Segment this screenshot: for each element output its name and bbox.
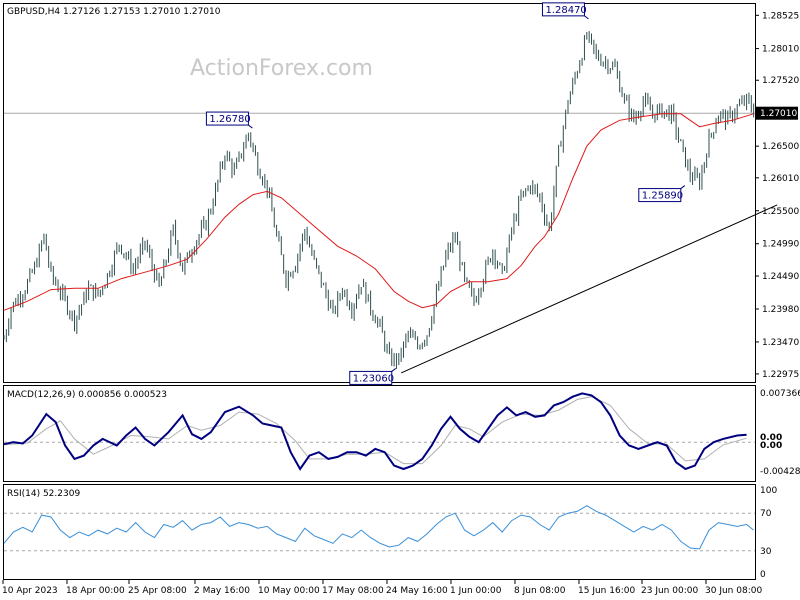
current-price-tag-bg	[756, 106, 798, 120]
rsi-axis: 100 70 30 0	[760, 486, 777, 580]
price-tick-label: 1.28525	[762, 11, 799, 21]
annotation-label: 1.23060	[353, 373, 394, 384]
annotation-box	[541, 2, 585, 17]
rsi-tick-label: 0	[760, 570, 766, 580]
time-tick-label: 10 May 00:00	[258, 586, 320, 596]
rsi-panel-frame	[3, 484, 756, 580]
macd-panel-frame	[3, 385, 756, 482]
annotation-leader	[391, 368, 397, 372]
macd-tick-label: 0.00	[760, 433, 782, 443]
time-tick-label: 30 Jun 08:00	[705, 586, 762, 596]
price-tick-label: 1.28010	[762, 45, 799, 55]
rsi-title: RSI(14) 52.2309	[7, 489, 80, 499]
annotation-label: 1.26780	[209, 114, 250, 125]
time-tick-label: 15 Jun 16:00	[578, 586, 635, 596]
annotation-leader	[584, 15, 589, 20]
price-tick-label: 1.25500	[762, 207, 799, 217]
time-tick-label: 24 May 16:00	[386, 586, 448, 596]
time-tick-label: 25 Apr 08:00	[128, 586, 187, 596]
moving-average-line	[3, 113, 754, 311]
macd-tick-label: 0.007366	[760, 389, 800, 399]
price-tick-label: 1.27520	[762, 76, 799, 86]
annotation-label: 1.28470	[545, 5, 586, 16]
candles-group	[3, 31, 755, 369]
price-tick-label: 1.23470	[762, 338, 799, 348]
price-tick-label: 1.26010	[762, 174, 799, 184]
annotation-1.26780: 1.26780	[205, 111, 253, 129]
macd-tick-label: -0.004286	[760, 467, 800, 477]
macd-title: MACD(12,26,9) 0.000856 0.000523	[7, 390, 167, 400]
rsi-plot	[3, 505, 755, 552]
price-tick-label: 1.26500	[762, 142, 799, 152]
macd-axis: 0.007366 0.000.00 -0.004286	[760, 389, 800, 477]
time-axis: 10 Apr 2023 18 Apr 00:00 25 Apr 08:00 2 May…	[2, 580, 762, 596]
rsi-line	[3, 505, 754, 550]
price-tick-label: 1.23980	[762, 305, 799, 315]
time-tick-label: 10 Apr 2023	[2, 586, 58, 596]
price-axis: 1.28525 1.28010 1.27520 1.26500 1.26010 1.255…	[755, 11, 799, 380]
annotation-1.28470: 1.28470	[541, 2, 589, 20]
macd-tick-label: 0.00	[760, 441, 782, 451]
time-tick-label: 1 Jun 00:00	[450, 586, 502, 596]
annotation-1.23060: 1.23060	[349, 368, 397, 385]
rsi-tick-label: 30	[760, 547, 772, 557]
macd-plot	[3, 392, 755, 471]
macd-main-line	[3, 392, 747, 471]
annotation-box	[349, 370, 393, 385]
time-tick-label: 23 Jun 00:00	[641, 586, 698, 596]
time-tick-label: 8 Jun 08:00	[514, 586, 566, 596]
time-tick-label: 2 May 16:00	[194, 586, 250, 596]
rsi-tick-label: 100	[760, 486, 777, 496]
macd-signal-line	[3, 396, 747, 465]
price-tick-label: 1.22975	[762, 370, 799, 380]
time-tick-label: 18 Apr 00:00	[66, 586, 125, 596]
time-tick-label: 17 May 08:00	[322, 586, 384, 596]
price-annotations: 1.28470 1.26780 1.25890 1.23060	[205, 2, 686, 385]
annotation-box	[638, 188, 682, 203]
support-trendline	[400, 204, 778, 374]
annotation-leader	[248, 124, 253, 129]
price-plot: 1.28470 1.26780 1.25890 1.23060	[3, 2, 778, 385]
current-price-tag: 1.27010	[756, 106, 798, 120]
annotation-label: 1.25890	[642, 191, 683, 202]
annotation-box	[205, 111, 249, 126]
rsi-tick-label: 70	[760, 509, 772, 519]
current-price-tag-label: 1.27010	[760, 109, 797, 119]
price-tick-label: 1.24490	[762, 272, 799, 282]
watermark: ActionForex.com	[190, 56, 373, 81]
main-chart-title: GBPUSD,H4 1.27126 1.27153 1.27010 1.2701…	[7, 7, 221, 17]
annotation-leader	[680, 185, 686, 189]
price-tick-label: 1.24990	[762, 240, 799, 250]
annotation-1.25890: 1.25890	[638, 185, 686, 203]
